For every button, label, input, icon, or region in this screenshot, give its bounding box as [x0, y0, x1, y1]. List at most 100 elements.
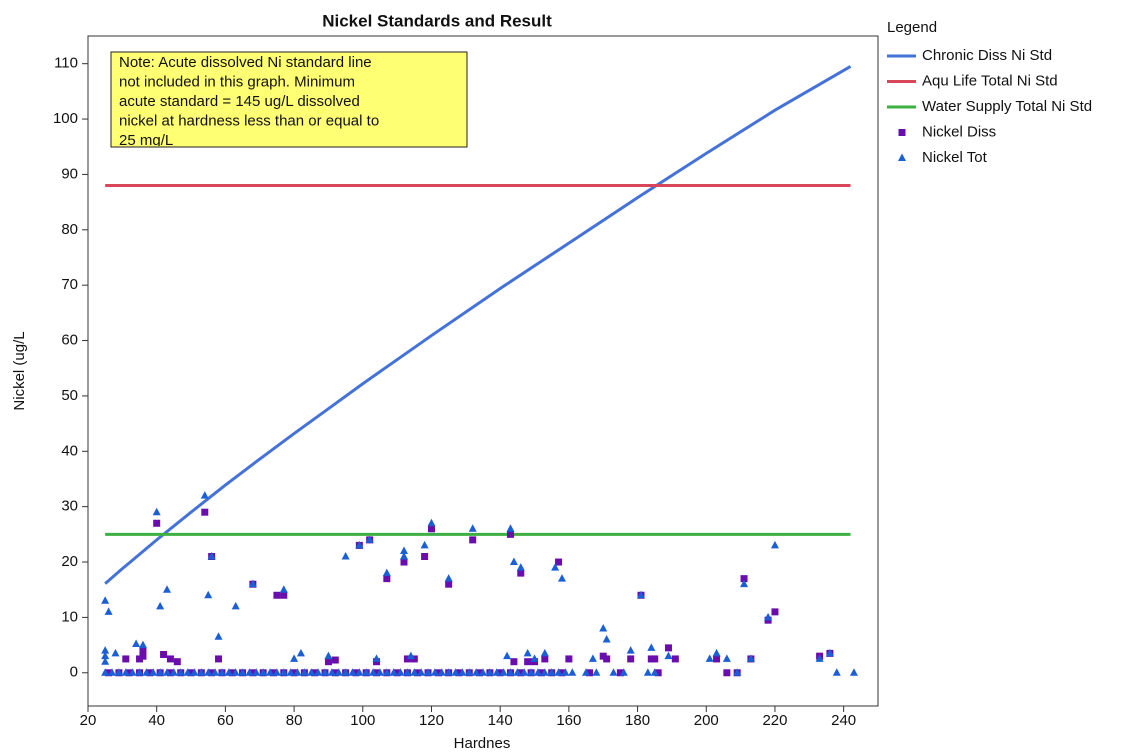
data-point [280, 591, 288, 599]
x-tick-label: 220 [762, 712, 787, 729]
data-point [554, 668, 563, 676]
y-tick-label: 10 [61, 608, 78, 625]
data-point [479, 668, 487, 676]
data-point [740, 575, 748, 583]
data-point [183, 668, 192, 676]
data-point [537, 669, 545, 677]
y-tick-label: 50 [61, 387, 78, 404]
data-point [421, 552, 429, 560]
y-tick-label: 100 [53, 110, 78, 127]
x-tick-label: 20 [80, 712, 97, 729]
data-point [135, 668, 144, 676]
data-point [444, 668, 453, 676]
data-point [156, 601, 165, 610]
data-point [204, 668, 213, 676]
data-point [211, 668, 220, 676]
data-point [533, 668, 542, 676]
y-tick-label: 90 [61, 165, 78, 182]
data-point [815, 654, 824, 662]
data-point [166, 669, 174, 677]
data-point [592, 668, 601, 676]
data-point [705, 654, 714, 662]
data-point [650, 668, 659, 676]
data-point [101, 596, 110, 604]
data-point [627, 655, 635, 663]
y-tick-label: 0 [70, 664, 78, 681]
data-point [204, 590, 213, 599]
data-point [400, 546, 408, 554]
data-point [444, 574, 453, 582]
x-tick-label: 40 [148, 712, 165, 729]
data-point [468, 524, 477, 532]
data-point [293, 668, 302, 676]
data-point [746, 654, 755, 662]
note-line: not included in this graph. Minimum [119, 73, 355, 90]
data-point [540, 648, 549, 657]
data-point [111, 648, 120, 657]
note-box [110, 51, 468, 148]
data-point [626, 646, 635, 654]
data-point [582, 668, 591, 676]
data-point [190, 668, 199, 676]
data-point [238, 668, 247, 676]
data-point [400, 558, 408, 566]
note-line: nickel at hardness less than or equal to [119, 112, 379, 129]
data-point [139, 647, 147, 655]
data-point [252, 668, 261, 676]
data-point [279, 585, 288, 593]
data-point [651, 655, 659, 663]
data-point [558, 574, 566, 582]
data-point [588, 654, 597, 662]
data-point [506, 668, 515, 676]
data-point [400, 551, 408, 560]
x-tick-label: 60 [217, 712, 234, 729]
data-point [355, 540, 364, 549]
data-point [362, 668, 371, 676]
data-point [555, 558, 563, 566]
data-point [156, 668, 165, 676]
note-line: Note: Acute dissolved Ni standard line [119, 54, 372, 71]
data-point [149, 668, 158, 676]
data-point [849, 668, 858, 676]
data-point [324, 658, 332, 666]
legend-label: Nickel Diss [922, 123, 996, 140]
data-point [290, 669, 298, 677]
data-point [403, 668, 412, 676]
data-point [568, 668, 577, 676]
data-point [417, 668, 426, 676]
data-point [472, 668, 481, 676]
data-point [616, 669, 624, 677]
data-point [647, 643, 656, 651]
data-point [334, 668, 343, 676]
data-point [355, 668, 364, 676]
legend-label: Nickel Tot [922, 149, 988, 166]
data-point [740, 579, 749, 588]
data-point [104, 607, 113, 615]
data-point [321, 668, 329, 676]
y-tick-label: 80 [61, 221, 78, 238]
data-point [396, 668, 405, 676]
plot-area [101, 65, 858, 677]
legend-swatch [898, 129, 906, 136]
data-point [163, 668, 171, 676]
data-point [825, 648, 834, 657]
data-point [272, 668, 281, 676]
data-point [445, 580, 453, 588]
data-point [540, 668, 549, 676]
data-point [101, 646, 110, 654]
data-point [160, 651, 168, 659]
data-point [197, 668, 206, 676]
data-point [713, 655, 721, 663]
data-point [132, 639, 141, 647]
data-point [101, 657, 110, 665]
std-line [104, 65, 852, 585]
data-point [348, 668, 357, 676]
chart-title: Nickel Standards and Result [322, 11, 552, 30]
data-point [352, 669, 360, 677]
data-point [733, 668, 742, 676]
data-point [314, 668, 323, 676]
data-point [637, 590, 645, 599]
data-point [427, 518, 436, 527]
data-point [496, 669, 504, 677]
data-point [327, 668, 336, 676]
